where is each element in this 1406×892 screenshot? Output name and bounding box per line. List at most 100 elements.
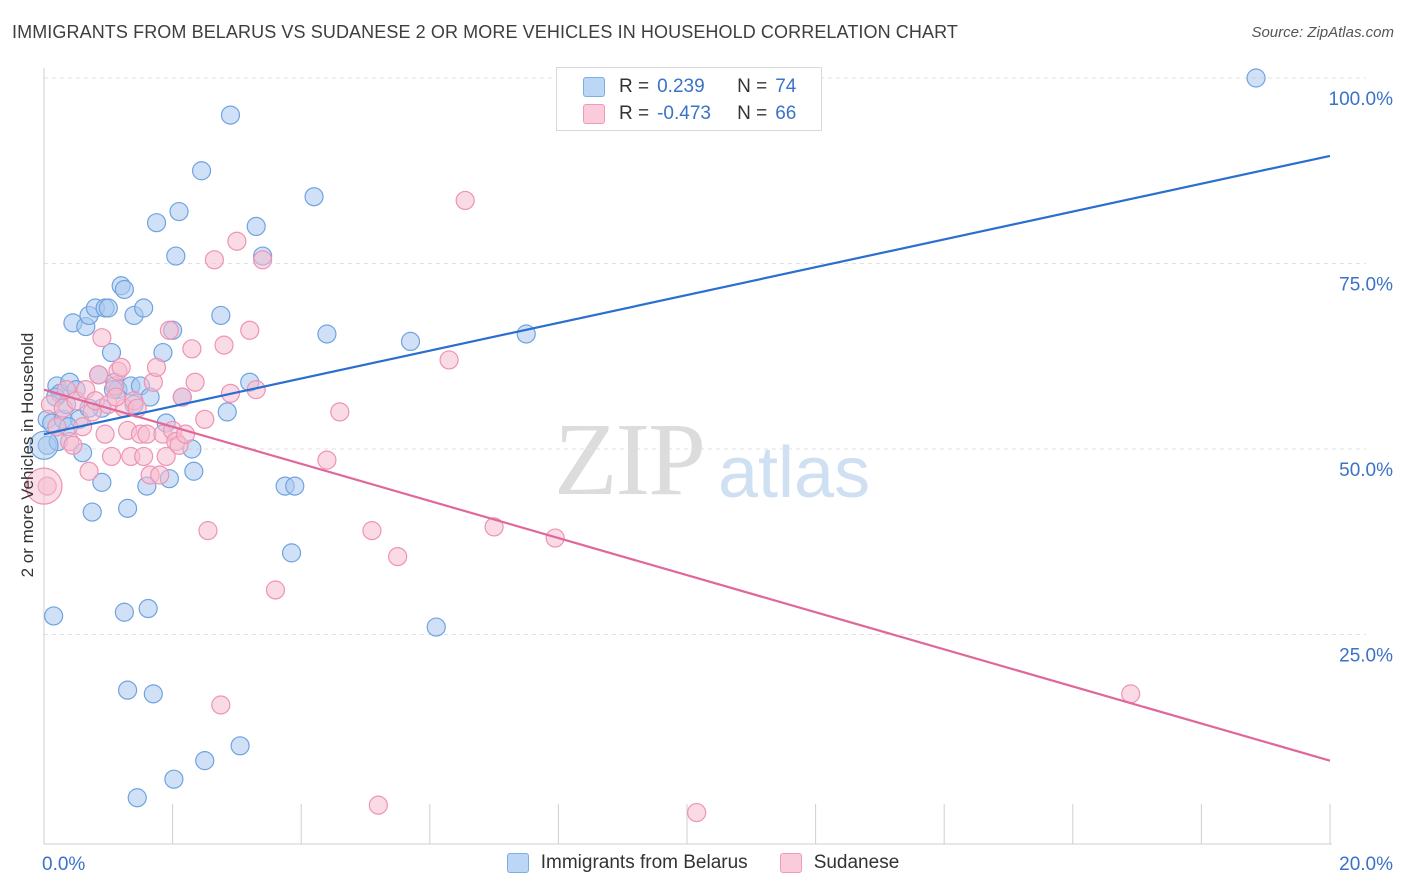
bottom-legend-label: Immigrants from Belarus <box>540 852 748 873</box>
data-point <box>211 695 231 715</box>
data-point <box>114 602 134 622</box>
bottom-legend-swatch-pink <box>779 853 802 873</box>
data-point <box>185 372 205 392</box>
data-point <box>317 450 337 470</box>
y-tick-label: 50.0% <box>1339 460 1393 481</box>
data-point <box>172 387 192 407</box>
x-tick-label: 0.0% <box>42 854 85 875</box>
data-point <box>230 736 250 756</box>
data-point <box>159 320 179 340</box>
trend-line <box>43 154 1331 436</box>
bottom-legend-item-belarus: Immigrants from Belarus <box>506 852 748 874</box>
data-point <box>146 357 167 377</box>
watermark-zip: ZIP <box>554 402 706 517</box>
data-point <box>106 387 126 407</box>
data-point <box>117 680 138 700</box>
data-point <box>214 335 234 355</box>
data-point <box>426 617 446 637</box>
source-label: Source: ZipAtlas.com <box>1251 24 1394 41</box>
data-point <box>117 498 138 518</box>
bottom-legend-swatch-blue <box>506 853 529 873</box>
y-tick-label: 100.0% <box>1329 89 1394 110</box>
data-point <box>63 435 83 455</box>
watermark-atlas: atlas <box>718 433 871 513</box>
data-point <box>388 546 408 567</box>
data-point <box>92 328 112 348</box>
data-point <box>146 213 167 233</box>
data-point <box>227 231 247 251</box>
series-sudanese <box>25 190 1141 823</box>
data-point <box>184 461 204 481</box>
data-point <box>143 684 163 704</box>
data-point <box>95 424 115 444</box>
legend-r-label: R = <box>619 103 650 124</box>
data-point <box>362 521 382 541</box>
data-point <box>79 461 99 481</box>
legend-n-value: 74 <box>775 76 797 97</box>
data-point <box>400 331 421 352</box>
bottom-legend: Immigrants from Belarus Sudanese <box>0 852 1406 874</box>
y-tick-label: 75.0% <box>1339 275 1393 296</box>
data-point <box>195 409 215 429</box>
legend-n-label: N = <box>737 103 768 124</box>
legend-row-belarus: R = 0.239 N = 74 <box>557 74 796 100</box>
data-point <box>687 802 707 823</box>
data-point <box>156 446 176 467</box>
data-point <box>195 751 215 771</box>
data-point <box>92 472 112 492</box>
data-point <box>368 795 388 815</box>
data-point <box>484 517 504 537</box>
data-point <box>1121 684 1141 704</box>
data-point <box>138 598 158 619</box>
data-point <box>166 246 186 266</box>
data-point <box>98 298 118 318</box>
data-point <box>134 298 154 318</box>
data-point <box>101 446 122 467</box>
data-point <box>317 324 337 344</box>
data-point <box>89 365 109 385</box>
series-immigrants-from-belarus <box>29 68 1266 808</box>
y-axis-label: 2 or more Vehicles in Household <box>18 332 37 578</box>
data-point <box>240 320 260 340</box>
data-point <box>191 161 212 181</box>
data-point <box>220 105 241 125</box>
legend-swatch-pink <box>583 104 605 124</box>
data-point <box>265 580 286 600</box>
data-point <box>134 446 154 467</box>
data-point <box>246 216 266 236</box>
bottom-legend-item-sudanese: Sudanese <box>779 852 900 874</box>
data-point <box>1246 68 1266 88</box>
legend-r-value: -0.473 <box>657 103 711 124</box>
data-point <box>127 788 147 808</box>
trend-lines <box>43 154 1331 762</box>
data-point <box>455 190 475 211</box>
gridlines <box>44 77 1366 635</box>
data-point <box>169 201 189 222</box>
data-point <box>182 339 202 359</box>
y-tick-label: 25.0% <box>1339 646 1393 667</box>
legend-row-sudanese: R = -0.473 N = 66 <box>557 101 796 127</box>
data-point <box>82 502 102 522</box>
data-point <box>150 465 170 485</box>
trend-line <box>43 388 1331 762</box>
data-point <box>44 606 64 626</box>
legend-r-label: R = <box>619 76 650 97</box>
legend-n-value: 66 <box>775 103 797 124</box>
data-point <box>101 342 122 363</box>
data-point <box>29 430 59 460</box>
data-point <box>285 476 305 496</box>
axes <box>43 68 1332 845</box>
legend-n-label: N = <box>737 76 768 97</box>
data-point <box>330 402 350 422</box>
data-point <box>114 279 134 300</box>
data-point <box>439 350 459 370</box>
tick-labels: 25.0% 50.0% 75.0% 100.0% 0.0% 20.0% <box>42 89 1393 875</box>
x-tick-label: 20.0% <box>1339 854 1393 875</box>
legend-swatch-blue <box>583 77 605 97</box>
data-point <box>281 543 302 563</box>
chart-title: IMMIGRANTS FROM BELARUS VS SUDANESE 2 OR… <box>12 22 958 42</box>
data-point <box>304 187 324 207</box>
data-point <box>111 357 131 377</box>
bottom-legend-label: Sudanese <box>813 852 900 873</box>
